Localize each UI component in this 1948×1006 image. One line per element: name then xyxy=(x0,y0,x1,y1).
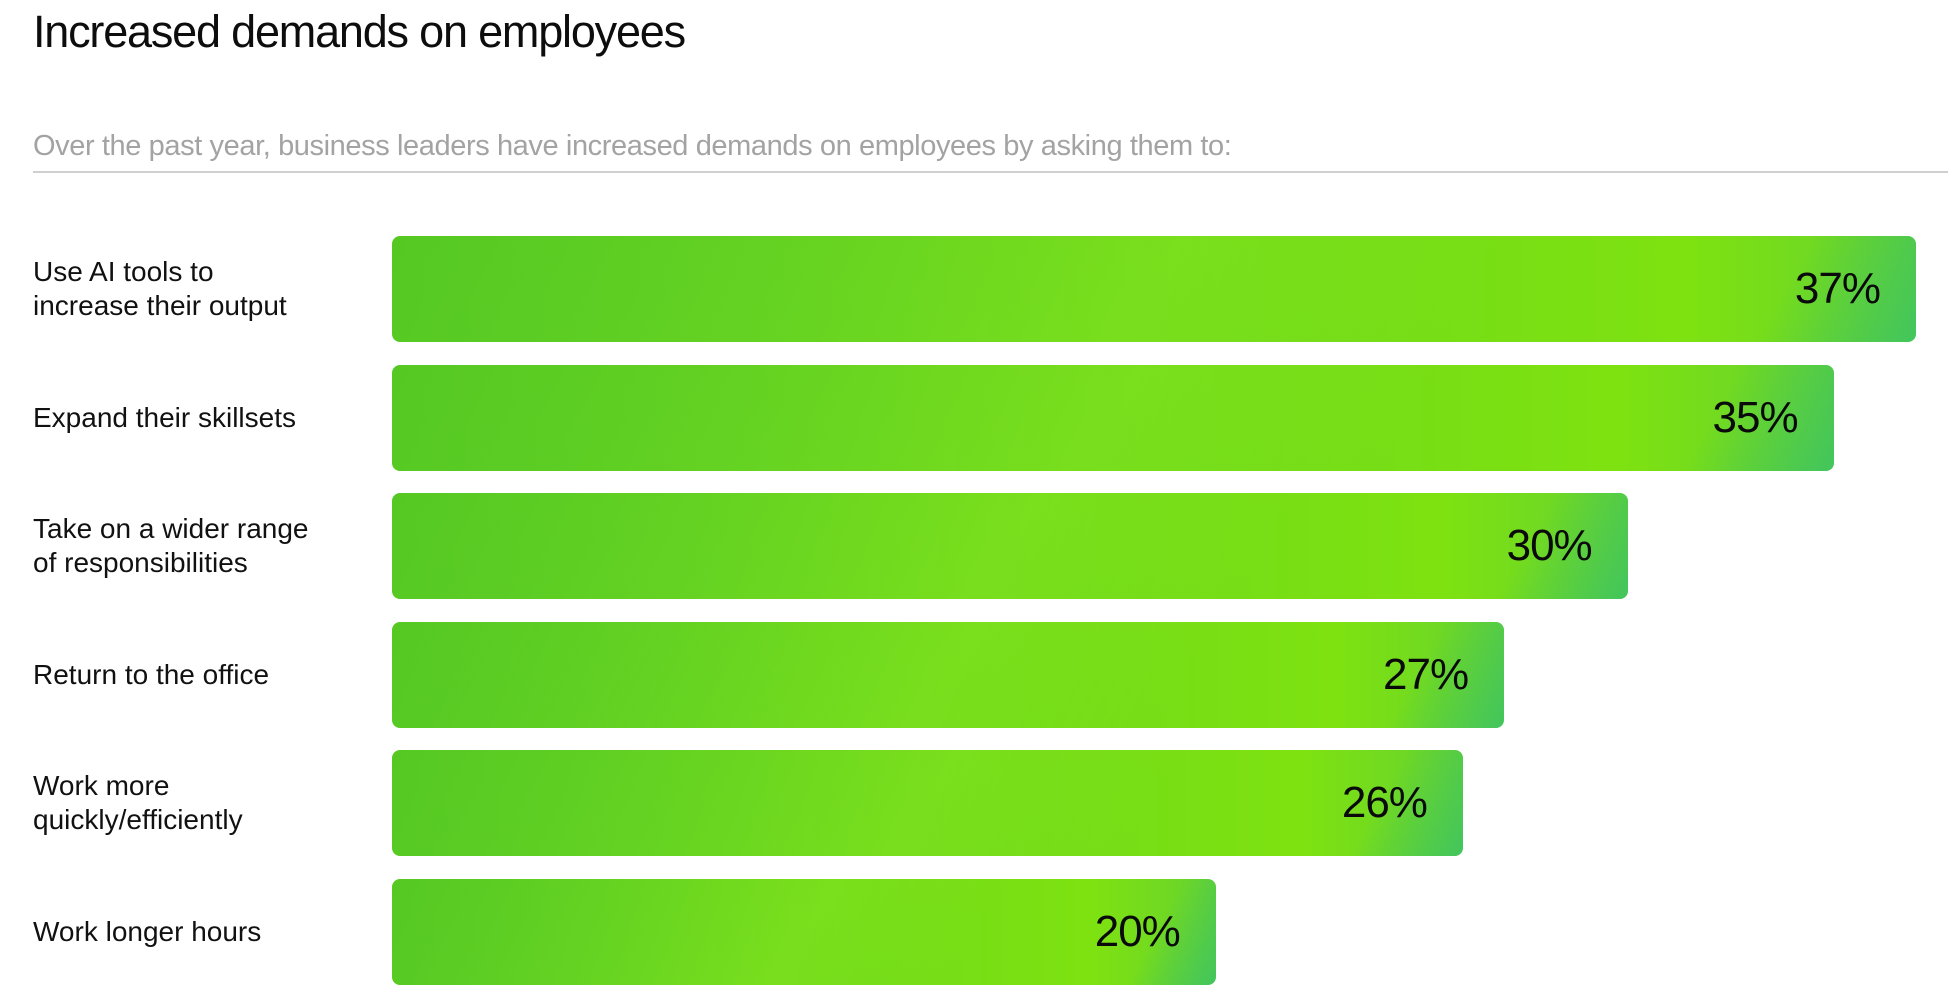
bar-value-label: 37% xyxy=(1794,264,1881,313)
bar-row: Work more quickly/efficiently 26% xyxy=(0,750,1948,856)
category-label: Work longer hours xyxy=(33,915,262,947)
category-label: Take on a wider range of responsibilitie… xyxy=(33,513,309,578)
bar-value-label: 20% xyxy=(1094,906,1181,956)
bar xyxy=(392,621,1505,728)
bar-value-label: 35% xyxy=(1712,392,1799,442)
bar-row: Use AI tools to increase their output 37% xyxy=(0,236,1948,342)
bar-row: Return to the office 27% xyxy=(0,621,1948,728)
bar xyxy=(392,750,1463,856)
category-label: Return to the office xyxy=(33,658,270,690)
chart-subtitle: Over the past year, business leaders hav… xyxy=(33,130,1232,162)
bar-value-label: 30% xyxy=(1506,521,1593,570)
bar-row: Expand their skillsets 35% xyxy=(0,364,1948,471)
bar-row: Work longer hours 20% xyxy=(0,878,1948,985)
category-label: Expand their skillsets xyxy=(33,401,297,433)
category-label: Use AI tools to increase their output xyxy=(33,256,287,321)
bar xyxy=(392,493,1628,599)
bar xyxy=(392,878,1216,985)
chart-title: Increased demands on employees xyxy=(33,6,686,57)
bar-row: Take on a wider range of responsibilitie… xyxy=(0,493,1948,599)
bar-value-label: 27% xyxy=(1383,649,1469,699)
category-label: Work more quickly/efficiently xyxy=(33,770,243,835)
bar xyxy=(392,364,1834,471)
bar xyxy=(392,236,1916,342)
subtitle-divider xyxy=(33,171,1948,173)
bar-value-label: 26% xyxy=(1341,778,1428,827)
